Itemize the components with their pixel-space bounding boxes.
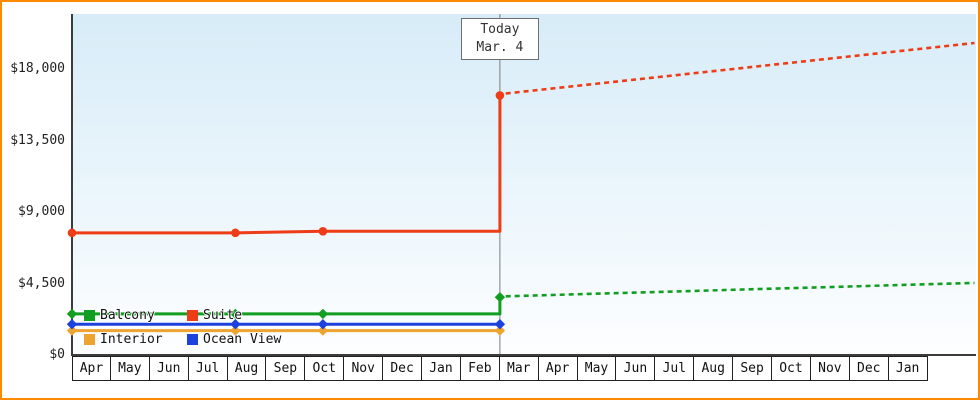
series-point-suite xyxy=(318,226,328,236)
series-point-suite xyxy=(495,91,505,100)
month-label-7-nov: Nov xyxy=(344,356,384,381)
month-label-19-nov: Nov xyxy=(810,356,850,381)
series-line-balcony xyxy=(70,295,502,316)
series-forecast-line-balcony xyxy=(505,281,975,298)
month-label-21-jan: Jan xyxy=(888,356,928,381)
month-label-2-jun: Jun xyxy=(149,356,189,381)
month-label-12-apr: Apr xyxy=(538,356,578,381)
series-point-interior xyxy=(66,325,78,336)
y-tick-label-9000: $9,000 xyxy=(18,204,65,219)
legend-label-suite: Suite xyxy=(203,308,243,323)
legend-label-ocean-view: Ocean View xyxy=(203,332,282,347)
month-label-13-may: May xyxy=(577,356,617,381)
legend-swatch-ocean-view xyxy=(187,334,198,345)
legend-item-ocean-view: Ocean View xyxy=(187,332,281,347)
series-point-ocean-view xyxy=(494,319,506,330)
month-label-17-sep: Sep xyxy=(733,356,773,381)
month-label-1-may: May xyxy=(110,356,150,381)
month-label-4-aug: Aug xyxy=(227,356,267,381)
series-point-suite xyxy=(67,228,77,238)
month-label-20-dec: Dec xyxy=(849,356,889,381)
series-point-balcony xyxy=(494,292,506,303)
legend-swatch-balcony xyxy=(84,310,95,321)
legend-item-suite: Suite xyxy=(187,308,281,323)
today-annotation-date: Mar. 4 xyxy=(476,40,524,55)
plot-background xyxy=(72,14,976,356)
y-tick-label-4500: $4,500 xyxy=(18,275,65,291)
series-point-suite xyxy=(231,228,240,238)
month-label-18-oct: Oct xyxy=(772,356,811,381)
series-point-ocean-view xyxy=(317,319,329,330)
legend-swatch-suite xyxy=(187,310,198,321)
month-label-9-jan: Jan xyxy=(422,356,461,381)
series-point-interior xyxy=(494,325,506,336)
y-tick-label-18000: $18,000 xyxy=(10,61,65,76)
series-point-ocean-view xyxy=(66,319,78,330)
series-point-ocean-view xyxy=(230,319,241,330)
month-label-15-jul: Jul xyxy=(655,356,695,381)
legend: Balcony Suite Interior Ocean View xyxy=(84,308,281,347)
series-forecast-line-suite xyxy=(505,41,975,95)
legend-item-balcony: Balcony xyxy=(84,308,187,323)
series-point-interior xyxy=(230,325,241,336)
today-annotation-title: Today xyxy=(480,22,520,37)
month-label-3-jul: Jul xyxy=(188,356,228,381)
series-point-balcony xyxy=(66,308,78,320)
legend-label-balcony: Balcony xyxy=(100,308,155,323)
series-point-balcony xyxy=(230,308,241,320)
month-label-5-sep: Sep xyxy=(266,356,306,381)
month-label-10-feb: Feb xyxy=(460,356,500,381)
y-tick-label-0: $0 xyxy=(49,347,65,362)
legend-swatch-interior xyxy=(84,334,95,345)
legend-label-interior: Interior xyxy=(100,332,163,347)
month-label-6-oct: Oct xyxy=(305,356,345,381)
y-tick-label-13500: $13,500 xyxy=(10,132,65,148)
month-label-8-dec: Dec xyxy=(383,356,423,381)
series-point-interior xyxy=(317,325,329,336)
today-annotation: Today Mar. 4 xyxy=(460,18,539,60)
month-label-0-apr: Apr xyxy=(72,356,111,381)
legend-item-interior: Interior xyxy=(84,332,187,347)
month-label-14-jun: Jun xyxy=(616,356,656,381)
series-point-balcony xyxy=(317,308,329,320)
x-axis-month-labels: Apr May Jun Jul Aug Sep Oct Nov Dec Jan Feb Mar Apr M… xyxy=(72,356,928,381)
month-label-11-mar: Mar xyxy=(499,356,539,381)
month-label-16-aug: Aug xyxy=(694,356,734,381)
